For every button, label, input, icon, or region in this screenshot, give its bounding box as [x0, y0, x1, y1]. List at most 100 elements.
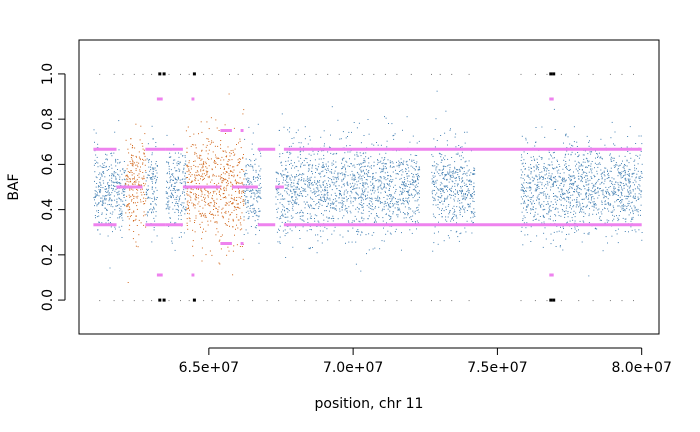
data-point-normal [246, 196, 248, 198]
data-point-normal [435, 180, 437, 182]
data-point-normal [281, 164, 283, 166]
data-point-abnormal [195, 147, 197, 149]
data-point-normal [584, 213, 586, 215]
data-point-normal [103, 172, 104, 174]
data-point-abnormal [143, 215, 145, 217]
data-point-normal [370, 165, 372, 167]
data-point-abnormal [218, 158, 220, 159]
data-point-normal [276, 192, 278, 194]
data-point-normal [114, 181, 116, 183]
data-point-normal [457, 198, 459, 200]
data-point-normal [151, 188, 153, 190]
data-point-normal [454, 209, 455, 211]
data-point-normal [345, 242, 346, 244]
data-point-normal [355, 197, 357, 199]
data-point-normal [406, 177, 408, 179]
data-point-normal [108, 166, 110, 168]
data-point-abnormal [193, 164, 195, 166]
data-point-normal [597, 187, 599, 189]
data-point-normal [548, 218, 550, 220]
data-point-normal [536, 165, 538, 167]
data-point-normal [441, 208, 443, 210]
data-point-normal [277, 188, 279, 190]
data-point-normal [364, 183, 366, 185]
data-point-normal [278, 188, 280, 190]
data-point-normal [248, 212, 250, 214]
data-point-normal [176, 189, 178, 191]
data-point-abnormal [135, 164, 137, 166]
data-point-normal [250, 181, 252, 183]
data-point-normal [619, 172, 621, 173]
data-point-normal [376, 213, 377, 215]
data-point-normal [418, 204, 420, 206]
data-point-normal [251, 143, 253, 145]
data-point-normal [547, 201, 549, 203]
data-point-normal [333, 207, 335, 209]
data-point-normal [610, 167, 612, 169]
data-point-abnormal [210, 202, 212, 204]
data-point-normal [399, 171, 401, 172]
data-point-normal [565, 210, 567, 212]
data-point-normal [175, 222, 177, 224]
data-point-abnormal [226, 224, 228, 226]
data-point-abnormal [224, 197, 225, 198]
data-point-normal [293, 182, 295, 184]
data-point-normal [153, 206, 154, 208]
data-point-normal [255, 227, 257, 229]
data-point-normal [282, 205, 284, 207]
data-point-normal [539, 181, 541, 183]
data-point-normal [252, 208, 254, 210]
data-point-normal [247, 164, 249, 165]
data-point-normal [247, 200, 249, 202]
data-point-abnormal [231, 212, 233, 214]
data-point-normal [350, 197, 352, 199]
data-point-normal [153, 191, 155, 193]
data-point-normal [533, 177, 535, 179]
data-point-normal [184, 184, 186, 186]
data-point-normal [287, 185, 289, 187]
data-point-normal [624, 210, 626, 212]
data-point-normal [463, 167, 465, 169]
data-point-normal [538, 164, 540, 165]
data-point-normal [590, 176, 592, 178]
data-point-normal [595, 157, 596, 159]
data-point-normal [175, 208, 177, 210]
data-point-normal [450, 230, 452, 232]
data-point-abnormal [233, 174, 235, 176]
data-point-normal [450, 220, 452, 222]
data-point-normal [105, 153, 106, 155]
data-point-normal [382, 220, 384, 222]
data-point-normal [258, 216, 260, 218]
data-point-normal [624, 170, 626, 171]
data-point-abnormal [225, 189, 227, 191]
data-point-normal [381, 202, 383, 204]
data-point-abnormal [205, 161, 207, 163]
data-point-normal [560, 194, 561, 196]
data-point-normal [627, 191, 629, 193]
data-point-normal [283, 206, 285, 208]
data-point-normal [363, 203, 365, 205]
data-point-abnormal [194, 174, 195, 176]
data-point-normal [341, 168, 343, 169]
data-point-normal [257, 196, 259, 198]
data-point-normal [106, 188, 108, 190]
data-point-normal [151, 241, 153, 243]
x-tick-label: 6.5e+07 [179, 360, 239, 376]
data-point-normal [296, 188, 298, 190]
data-point-normal [595, 228, 597, 230]
data-point-normal [168, 186, 170, 188]
data-point-normal [174, 182, 176, 184]
data-point-abnormal [212, 198, 214, 200]
data-point-normal [355, 178, 357, 180]
data-point-abnormal [220, 159, 222, 161]
data-point-normal [312, 150, 314, 152]
data-point-normal [332, 176, 334, 178]
data-point-normal [113, 172, 115, 174]
data-point-normal [609, 205, 611, 206]
homozygous-point [546, 73, 548, 75]
data-point-normal [117, 173, 118, 175]
data-point-normal [172, 179, 174, 181]
data-point-normal [596, 213, 597, 215]
data-point-normal [257, 191, 259, 193]
data-point-normal [180, 212, 181, 214]
